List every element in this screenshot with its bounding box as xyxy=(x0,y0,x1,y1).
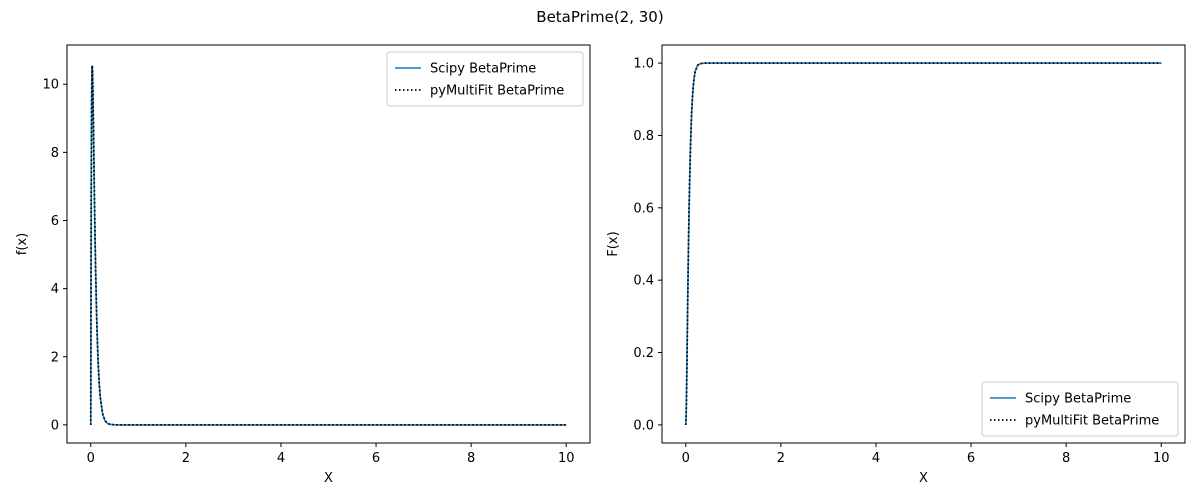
y-tick-label: 2 xyxy=(51,350,59,365)
legend: Scipy BetaPrime pyMultiFit BetaPrime xyxy=(981,381,1179,437)
y-tick-label: 8 xyxy=(51,146,59,161)
legend-entry-label: pyMultiFit BetaPrime xyxy=(430,84,564,99)
y-tick-label: 10 xyxy=(42,78,59,93)
legend: Scipy BetaPrime pyMultiFit BetaPrime xyxy=(386,51,584,107)
y-tick-label: 0.6 xyxy=(633,201,654,216)
legend-entry-label: Scipy BetaPrime xyxy=(430,62,536,77)
legend-entry-label: Scipy BetaPrime xyxy=(1025,392,1131,407)
y-tick-label: 0.0 xyxy=(633,418,654,433)
series-line-pymultifit xyxy=(684,62,1162,425)
x-tick-label: 10 xyxy=(1153,451,1170,466)
x-tick-label: 2 xyxy=(777,451,785,466)
x-tick-label: 0 xyxy=(682,451,690,466)
y-tick-label: 1.0 xyxy=(633,57,654,72)
x-tick-label: 0 xyxy=(87,451,95,466)
chart-panel-1: 0 2 4 6 8 10 0 2 4 6 8 10 Xf(x) Scipy BetaPrime pyMult… xyxy=(15,44,591,486)
x-tick-label: 4 xyxy=(872,451,880,466)
y-tick-label: 0 xyxy=(51,418,59,433)
x-tick-label: 2 xyxy=(182,451,190,466)
x-tick-label: 6 xyxy=(967,451,975,466)
chart-panel-2: 0 2 4 6 8 10 0.0 0.2 0.4 0.6 0.8 1.0 X F(x) Scipy Beta… xyxy=(606,44,1186,486)
x-tick-label: 8 xyxy=(1062,451,1070,466)
legend-box xyxy=(981,381,1179,437)
series-line-scipy xyxy=(89,65,567,426)
y-axis-label: f(x) xyxy=(15,233,30,255)
plot-frame xyxy=(66,44,591,444)
series-line-scipy xyxy=(684,62,1162,425)
x-axis-label: X xyxy=(324,471,333,486)
y-tick-label: 0.4 xyxy=(633,274,654,289)
y-tick-label: 0.8 xyxy=(633,129,654,144)
plot-frame xyxy=(661,44,1186,444)
x-tick-label: 10 xyxy=(558,451,575,466)
legend-entry-label: pyMultiFit BetaPrime xyxy=(1025,414,1159,429)
y-axis-label: F(x) xyxy=(606,231,621,256)
x-tick-label: 8 xyxy=(467,451,475,466)
series-line-pymultifit xyxy=(89,65,567,426)
y-tick-label: 6 xyxy=(51,214,59,229)
y-tick-label: 4 xyxy=(51,282,59,297)
x-axis-label: X xyxy=(919,471,928,486)
figure-title: BetaPrime(2, 30) xyxy=(536,8,663,26)
y-tick-label: 0.2 xyxy=(633,346,654,361)
x-tick-label: 4 xyxy=(277,451,285,466)
x-tick-label: 6 xyxy=(372,451,380,466)
legend-box xyxy=(386,51,584,107)
